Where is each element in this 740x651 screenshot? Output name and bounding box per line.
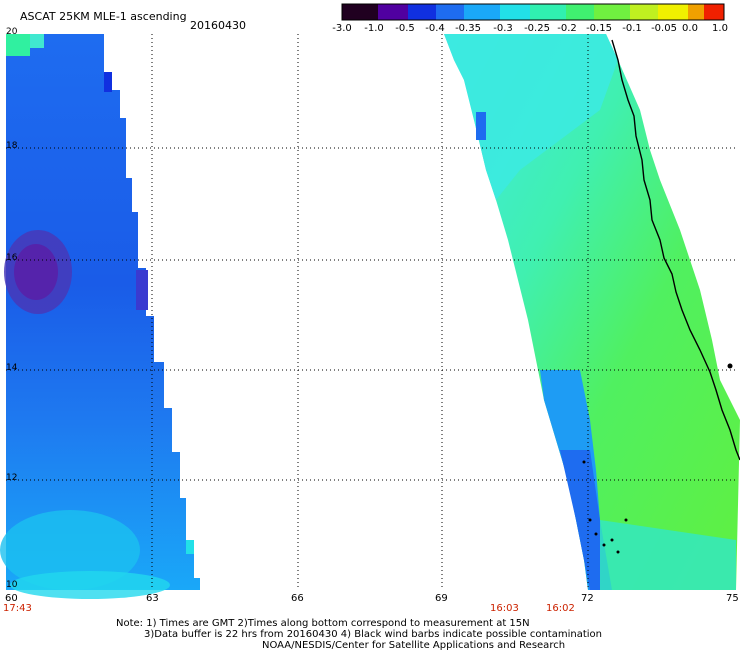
lon-label: 72 xyxy=(581,593,594,604)
lat-label: 18 xyxy=(6,141,18,151)
colorbar-segment xyxy=(464,4,500,20)
lat-label: 20 xyxy=(6,27,18,37)
colorbar-label: -1.0 xyxy=(364,23,384,34)
time-label-left: 17:43 xyxy=(3,603,32,614)
lon-label: 60 xyxy=(5,593,18,604)
lat-lon-grid xyxy=(6,34,736,590)
colorbar-segment xyxy=(658,4,688,20)
note-line-1: Note: 1) Times are GMT 2)Times along bot… xyxy=(116,618,530,629)
colorbar-segment xyxy=(342,4,378,20)
right-swath xyxy=(444,34,740,590)
colorbar-segment xyxy=(704,4,724,20)
colorbar-segment xyxy=(594,4,630,20)
product-title: ASCAT 25KM MLE-1 ascending xyxy=(20,10,187,23)
colorbar xyxy=(341,3,725,21)
lat-label: 14 xyxy=(6,363,18,373)
colorbar-label: -0.35 xyxy=(455,23,481,34)
lat-label: 12 xyxy=(6,473,18,483)
colorbar-label: -0.5 xyxy=(395,23,415,34)
colorbar-label: 1.0 xyxy=(712,23,728,34)
note-line-2: 3)Data buffer is 22 hrs from 20160430 4)… xyxy=(144,629,602,640)
colorbar-segment xyxy=(408,4,436,20)
colorbar-label: -3.0 xyxy=(332,23,352,34)
product-date: 20160430 xyxy=(190,19,246,32)
colorbar-segment xyxy=(500,4,530,20)
lon-label: 66 xyxy=(291,593,304,604)
colorbar-label: 0.0 xyxy=(682,23,698,34)
lon-label: 63 xyxy=(146,593,159,604)
colorbar-segment xyxy=(436,4,464,20)
colorbar-segment xyxy=(378,4,408,20)
colorbar-label: -0.15 xyxy=(586,23,612,34)
colorbar-segment xyxy=(566,4,594,20)
note-line-3: NOAA/NESDIS/Center for Satellite Applica… xyxy=(262,640,566,651)
colorbar-label: -0.3 xyxy=(493,23,513,34)
colorbar-segment xyxy=(630,4,658,20)
colorbar-segment xyxy=(688,4,704,20)
lat-label: 10 xyxy=(6,580,18,590)
colorbar-label: -0.2 xyxy=(557,23,577,34)
colorbar-label: -0.25 xyxy=(524,23,550,34)
time-label-mid1: 16:03 xyxy=(490,603,519,614)
time-label-mid2: 16:02 xyxy=(546,603,575,614)
lon-label: 75 xyxy=(726,593,739,604)
colorbar-label: -0.05 xyxy=(651,23,677,34)
lon-label: 69 xyxy=(435,593,448,604)
left-swath xyxy=(0,34,200,599)
colorbar-label: -0.1 xyxy=(622,23,642,34)
colorbar-segment xyxy=(530,4,566,20)
lat-label: 16 xyxy=(6,253,18,263)
colorbar-label: -0.4 xyxy=(425,23,445,34)
